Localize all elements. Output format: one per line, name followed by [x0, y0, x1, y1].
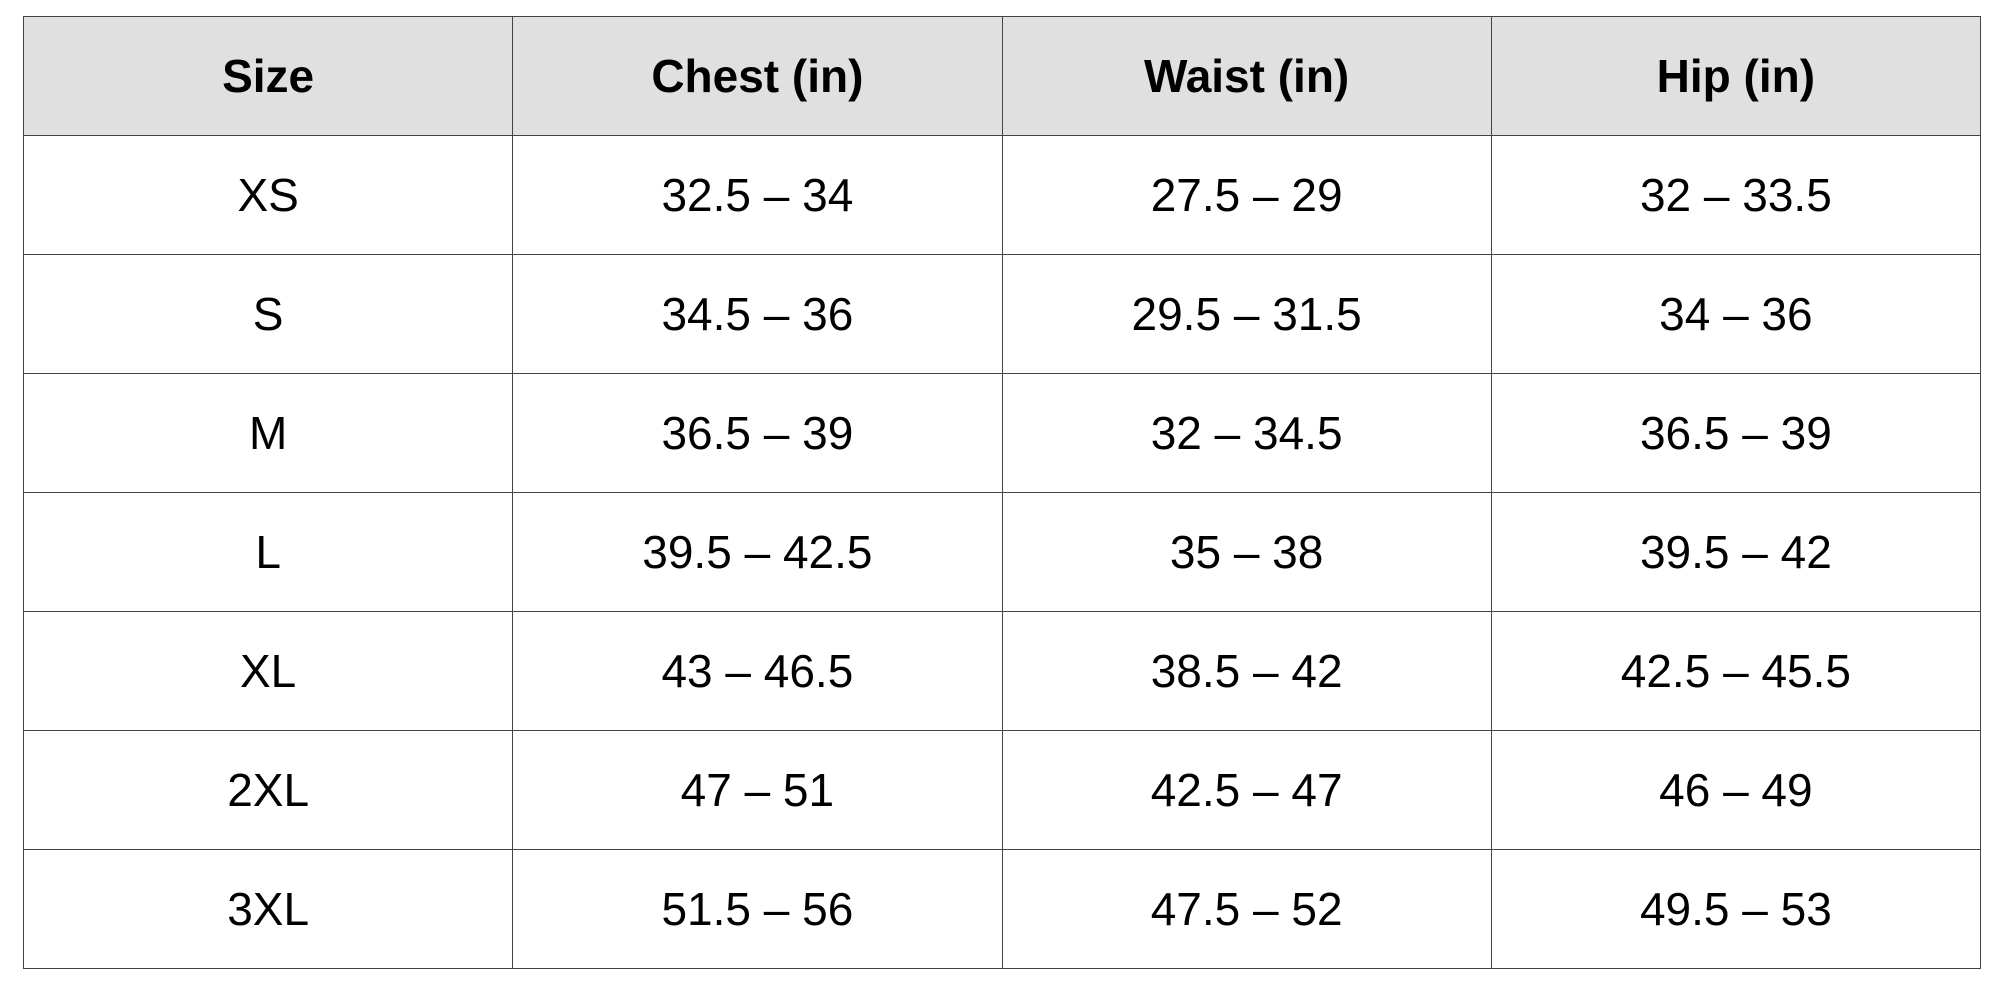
table-row: S 34.5 – 36 29.5 – 31.5 34 – 36: [22, 254, 1982, 374]
table-header: Size Chest (in) Waist (in) Hip (in): [22, 16, 1982, 136]
cell-waist: 27.5 – 29: [1001, 135, 1492, 255]
table-row: 3XL 51.5 – 56 47.5 – 52 49.5 – 53: [22, 849, 1982, 969]
cell-chest: 47 – 51: [512, 730, 1003, 850]
cell-waist: 38.5 – 42: [1001, 611, 1492, 731]
table-row: M 36.5 – 39 32 – 34.5 36.5 – 39: [22, 373, 1982, 493]
cell-chest: 43 – 46.5: [512, 611, 1003, 731]
header-waist: Waist (in): [1001, 16, 1492, 136]
table-row: 2XL 47 – 51 42.5 – 47 46 – 49: [22, 730, 1982, 850]
cell-hip: 36.5 – 39: [1490, 373, 1982, 493]
table-row: L 39.5 – 42.5 35 – 38 39.5 – 42: [22, 492, 1982, 612]
cell-hip: 39.5 – 42: [1490, 492, 1982, 612]
cell-size: XS: [22, 135, 514, 255]
cell-size: XL: [22, 611, 514, 731]
cell-hip: 42.5 – 45.5: [1490, 611, 1982, 731]
cell-size: 3XL: [22, 849, 514, 969]
cell-chest: 34.5 – 36: [512, 254, 1003, 374]
cell-hip: 49.5 – 53: [1490, 849, 1982, 969]
size-chart-table: Size Chest (in) Waist (in) Hip (in) XS 3…: [22, 16, 1982, 969]
header-chest: Chest (in): [512, 16, 1003, 136]
cell-waist: 29.5 – 31.5: [1001, 254, 1492, 374]
cell-chest: 36.5 – 39: [512, 373, 1003, 493]
cell-size: M: [22, 373, 514, 493]
cell-waist: 35 – 38: [1001, 492, 1492, 612]
cell-waist: 32 – 34.5: [1001, 373, 1492, 493]
table-row: XL 43 – 46.5 38.5 – 42 42.5 – 45.5: [22, 611, 1982, 731]
cell-hip: 34 – 36: [1490, 254, 1982, 374]
cell-size: 2XL: [22, 730, 514, 850]
cell-waist: 47.5 – 52: [1001, 849, 1492, 969]
header-row: Size Chest (in) Waist (in) Hip (in): [22, 16, 1982, 136]
header-size: Size: [22, 16, 514, 136]
cell-hip: 32 – 33.5: [1490, 135, 1982, 255]
table-body: XS 32.5 – 34 27.5 – 29 32 – 33.5 S 34.5 …: [22, 135, 1982, 969]
cell-hip: 46 – 49: [1490, 730, 1982, 850]
cell-size: L: [22, 492, 514, 612]
cell-chest: 51.5 – 56: [512, 849, 1003, 969]
header-hip: Hip (in): [1490, 16, 1982, 136]
cell-size: S: [22, 254, 514, 374]
table-row: XS 32.5 – 34 27.5 – 29 32 – 33.5: [22, 135, 1982, 255]
cell-chest: 39.5 – 42.5: [512, 492, 1003, 612]
cell-waist: 42.5 – 47: [1001, 730, 1492, 850]
cell-chest: 32.5 – 34: [512, 135, 1003, 255]
